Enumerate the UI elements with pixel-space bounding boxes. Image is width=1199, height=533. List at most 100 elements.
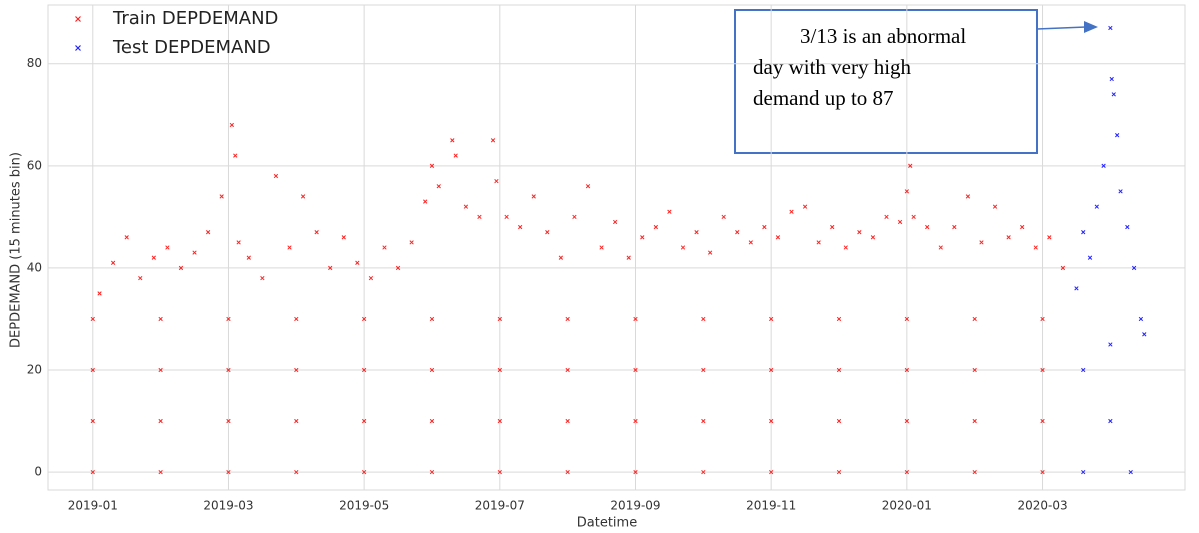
point — [707, 250, 713, 255]
point — [158, 367, 163, 373]
point — [972, 469, 977, 475]
point — [158, 418, 163, 424]
point — [1108, 25, 1113, 31]
x-tick-label: 2019-07 — [475, 499, 525, 513]
point — [938, 245, 943, 250]
point — [294, 367, 299, 373]
point — [205, 230, 211, 235]
point — [453, 153, 458, 158]
point — [633, 418, 638, 424]
point — [504, 214, 509, 220]
point — [735, 230, 740, 235]
point — [843, 245, 848, 250]
point — [341, 235, 346, 240]
point — [328, 265, 333, 271]
annotation-line: day with very high — [753, 55, 912, 79]
point — [395, 265, 401, 271]
point — [531, 194, 536, 199]
point — [226, 367, 231, 373]
point — [361, 469, 367, 475]
point — [294, 316, 299, 322]
point — [836, 316, 842, 322]
point — [565, 367, 570, 373]
x-tick-label: 2019-05 — [339, 499, 389, 513]
point — [1060, 265, 1066, 271]
point — [1115, 133, 1120, 138]
point — [972, 367, 977, 373]
point — [802, 204, 808, 209]
x-tick-label: 2020-01 — [882, 499, 932, 513]
point — [789, 209, 794, 214]
point — [294, 418, 299, 424]
point — [908, 163, 913, 168]
point — [497, 418, 502, 424]
point — [769, 418, 774, 424]
point — [429, 367, 435, 373]
y-tick-label: 80 — [27, 56, 42, 70]
legend-marker — [75, 45, 81, 51]
point — [836, 418, 842, 424]
point — [1142, 332, 1147, 337]
point — [236, 240, 241, 245]
point — [300, 194, 306, 199]
point — [633, 316, 638, 322]
point — [1094, 204, 1099, 209]
point — [90, 367, 95, 373]
point — [273, 173, 279, 179]
point — [904, 418, 910, 424]
point — [769, 316, 774, 322]
point — [558, 255, 564, 260]
point — [165, 245, 170, 250]
point — [497, 316, 502, 322]
point — [355, 260, 360, 265]
plot-frame — [47, 4, 1186, 491]
y-axis-label: DEPDEMAND (15 minutes bin) — [9, 152, 24, 348]
y-tick-label: 20 — [27, 363, 42, 377]
point — [667, 209, 672, 214]
point — [361, 316, 367, 322]
point — [904, 469, 910, 475]
point — [633, 469, 638, 475]
point — [382, 245, 387, 250]
annotation-arrowhead — [1084, 21, 1098, 33]
legend-label: Train DEPDEMAND — [112, 8, 278, 29]
point — [904, 316, 910, 322]
point — [1074, 286, 1079, 291]
point — [612, 219, 618, 225]
point — [368, 275, 374, 281]
point — [1087, 255, 1093, 260]
point — [1047, 235, 1052, 240]
point — [226, 418, 231, 424]
point — [1101, 163, 1106, 168]
point — [748, 240, 753, 245]
point — [640, 235, 645, 240]
y-tick-label: 40 — [27, 260, 42, 274]
point — [192, 250, 197, 255]
point — [409, 240, 414, 245]
point — [151, 255, 156, 260]
point — [246, 255, 251, 260]
point — [490, 138, 496, 143]
point — [769, 367, 774, 373]
point — [979, 240, 984, 245]
point — [97, 291, 102, 296]
point — [463, 204, 469, 209]
annotation-line: demand up to 87 — [753, 86, 894, 110]
point — [158, 469, 163, 475]
point — [1125, 224, 1130, 230]
series — [1074, 25, 1147, 475]
point — [1040, 418, 1045, 424]
point — [1006, 235, 1011, 240]
point — [429, 469, 435, 475]
point — [545, 230, 550, 235]
point — [965, 194, 971, 199]
annotation-box — [734, 9, 1038, 154]
point — [972, 418, 977, 424]
point — [633, 367, 638, 373]
point — [287, 245, 292, 250]
point — [178, 265, 184, 271]
point — [1020, 224, 1025, 230]
point — [90, 316, 95, 322]
legend-label: Test DEPDEMAND — [112, 37, 271, 58]
